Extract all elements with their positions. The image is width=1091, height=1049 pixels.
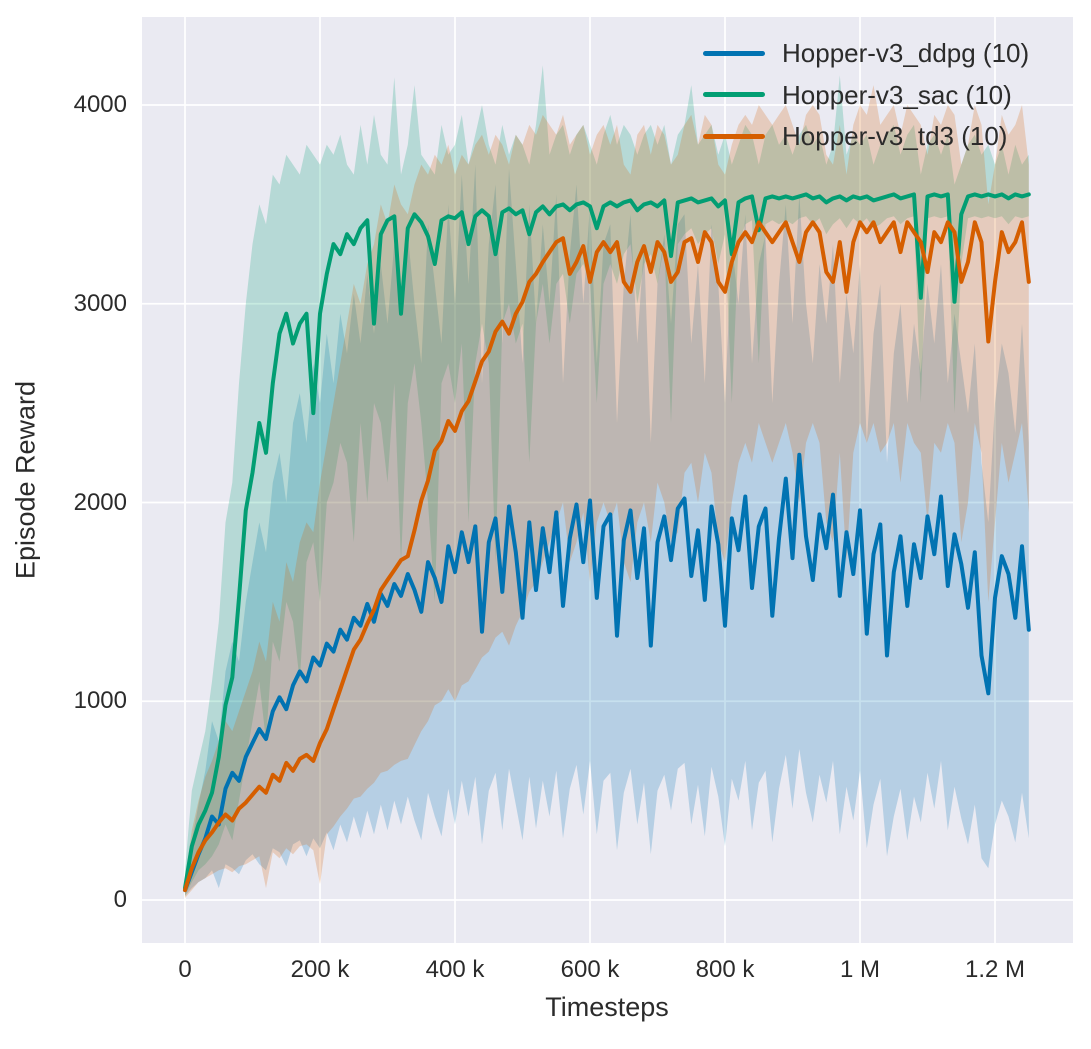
y-tick-label: 3000 xyxy=(73,289,127,317)
ddpg-legend-line-icon xyxy=(703,50,765,56)
ddpg-line xyxy=(183,452,1031,893)
sac-legend-line-icon xyxy=(703,92,765,97)
y-tick-label: 4000 xyxy=(73,91,127,118)
legend-entry-td3: Hopper-v3_td3 (10) xyxy=(703,122,1007,150)
td3-band xyxy=(185,85,1029,899)
legend-label: Hopper-v3_sac (10) xyxy=(782,79,1012,110)
x-tick-label: 400 k xyxy=(425,956,485,983)
plot-area xyxy=(142,17,1073,943)
sac-band xyxy=(185,65,1029,897)
legend-entry-ddpg: Hopper-v3_ddpg (10) xyxy=(703,39,1029,67)
x-tick-label: 200 k xyxy=(290,956,350,983)
td3-legend-line-icon xyxy=(703,133,765,139)
td3-line xyxy=(183,220,1031,893)
legend-label: Hopper-v3_ddpg (10) xyxy=(782,38,1030,68)
legend-entry-sac: Hopper-v3_sac (10) xyxy=(703,81,1012,109)
x-tick-label: 1 M xyxy=(839,956,881,983)
x-tick-label: 1.2 M xyxy=(964,956,1026,983)
y-tick-label: 1000 xyxy=(73,687,127,715)
x-tick-label: 800 k xyxy=(695,956,755,983)
x-axis-label: Timesteps xyxy=(545,992,669,1022)
sac-line xyxy=(183,192,1031,891)
legend-label: Hopper-v3_td3 (10) xyxy=(782,121,1008,151)
y-axis-label: Episode Reward xyxy=(10,380,41,580)
x-tick-label: 0 xyxy=(178,956,192,983)
y-tick-label: 0 xyxy=(113,886,127,913)
x-tick-label: 600 k xyxy=(560,956,620,983)
ddpg-band xyxy=(185,164,1029,897)
y-tick-label: 2000 xyxy=(73,488,127,516)
